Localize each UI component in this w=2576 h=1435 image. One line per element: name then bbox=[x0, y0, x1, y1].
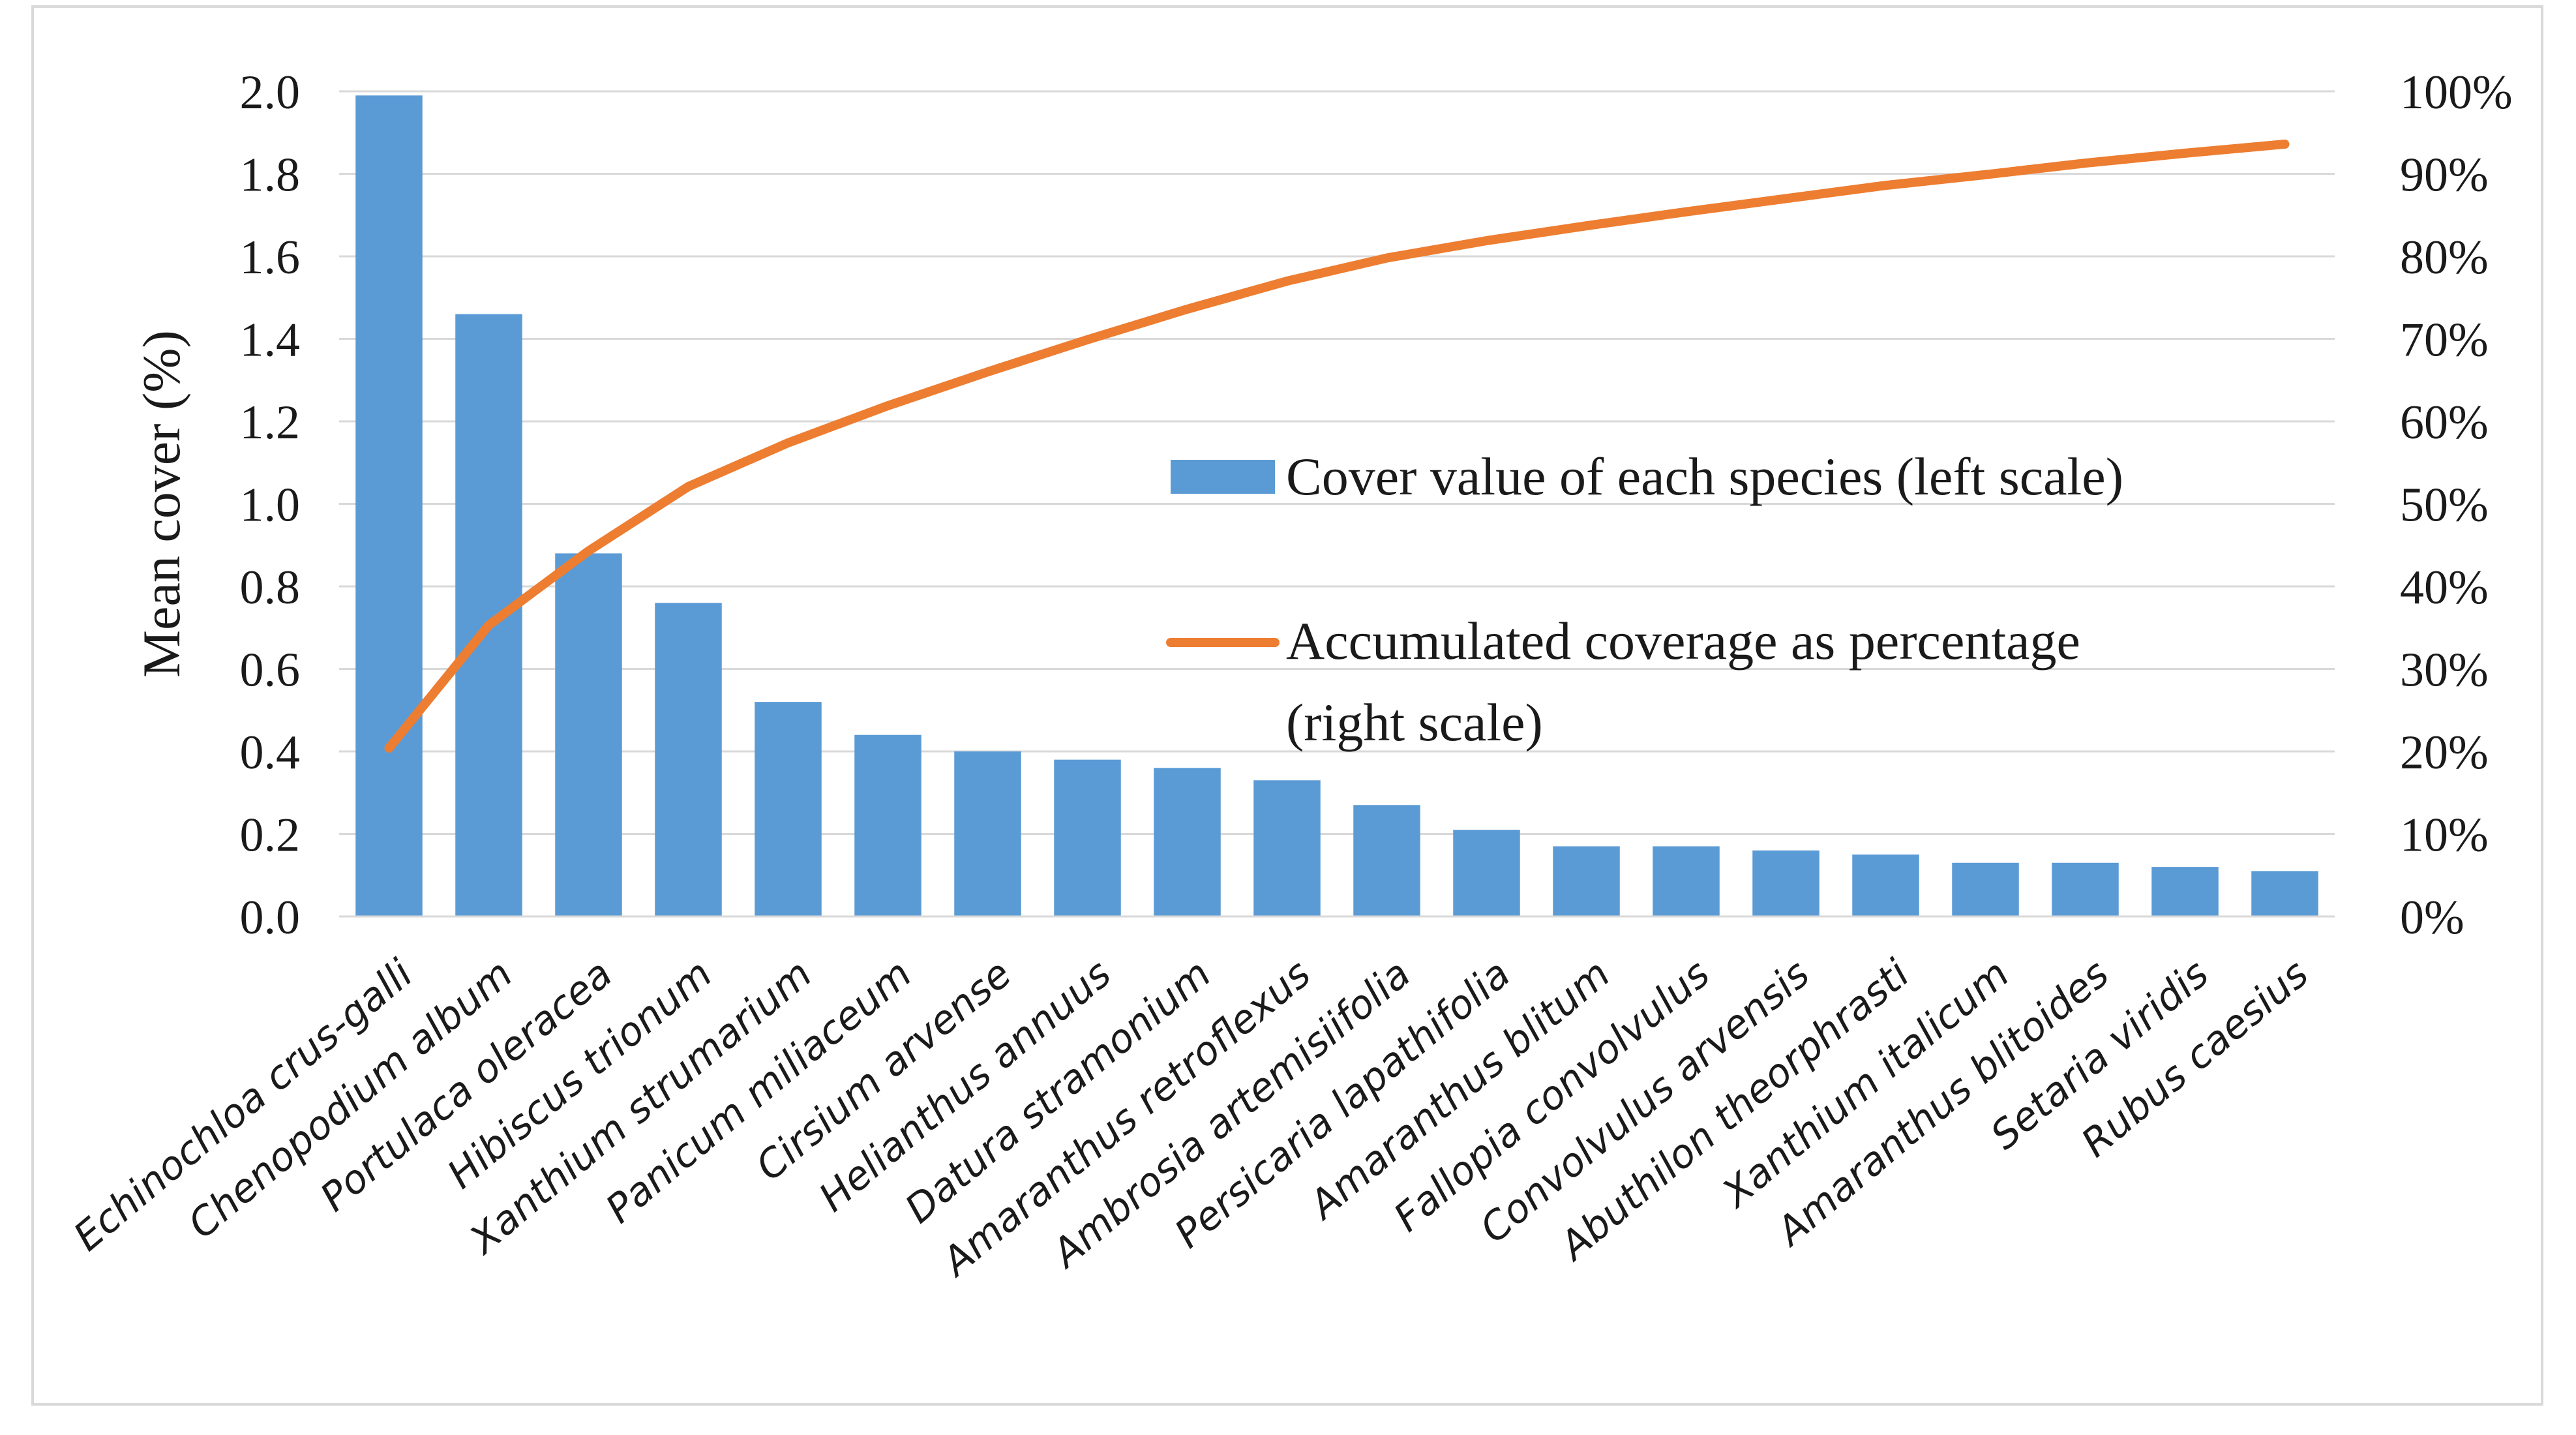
y2-tick-label: 30% bbox=[2400, 644, 2489, 697]
bar bbox=[455, 314, 522, 916]
y2-tick-label: 80% bbox=[2400, 231, 2489, 284]
right-y-tick-labels: 0% 10% 20% 30% 40% 50% 60% 70% 80% 90% 100% bbox=[2400, 66, 2513, 944]
chart-frame bbox=[31, 5, 2543, 1406]
bar bbox=[1653, 846, 1720, 916]
bar bbox=[1553, 846, 1620, 916]
bar bbox=[2052, 862, 2119, 916]
y2-tick-label: 0% bbox=[2400, 891, 2464, 944]
y-axis-title: Mean cover (%) bbox=[132, 330, 191, 678]
bar bbox=[355, 95, 423, 917]
y-tick-label: 1.8 bbox=[240, 149, 301, 202]
y2-tick-label: 20% bbox=[2400, 726, 2489, 779]
y-tick-label: 0.4 bbox=[240, 726, 301, 779]
bar-series bbox=[355, 95, 2318, 917]
bar bbox=[1253, 780, 1321, 916]
legend-bar-label: Cover value of each species (left scale) bbox=[1286, 447, 2123, 506]
left-y-tick-labels: 0.0 0.2 0.4 0.6 0.8 1.0 1.2 1.4 1.6 1.8 2.0 bbox=[240, 66, 301, 944]
cumulative-line bbox=[384, 139, 2290, 753]
legend-line-label-line: (right scale) bbox=[1286, 693, 1543, 752]
y-tick-label: 2.0 bbox=[240, 66, 301, 119]
y-tick-label: 0.8 bbox=[240, 561, 301, 614]
y2-tick-label: 10% bbox=[2400, 809, 2489, 862]
bar bbox=[1752, 850, 1820, 916]
bar bbox=[1952, 862, 2019, 916]
y2-tick-label: 90% bbox=[2400, 149, 2489, 202]
bar bbox=[555, 553, 622, 916]
y-tick-label: 0.2 bbox=[240, 809, 301, 862]
bar bbox=[1054, 759, 1121, 916]
legend-line-label-line: Accumulated coverage as percentage bbox=[1286, 611, 2080, 671]
y2-tick-label: 100% bbox=[2400, 66, 2513, 119]
y-tick-label: 0.6 bbox=[240, 644, 301, 697]
bar bbox=[2151, 867, 2219, 916]
bar bbox=[954, 751, 1021, 916]
y-tick-label: 1.6 bbox=[240, 231, 301, 284]
bar bbox=[1353, 805, 1420, 916]
bar bbox=[2251, 871, 2318, 916]
legend-line-label: Accumulated coverage as percentage (right… bbox=[1286, 611, 2080, 752]
y-tick-label: 1.2 bbox=[240, 396, 301, 449]
bar bbox=[854, 734, 921, 916]
y-tick-label: 0.0 bbox=[240, 891, 301, 944]
legend: Cover value of each species (left scale)… bbox=[1166, 447, 2123, 752]
legend-bar-swatch bbox=[1171, 460, 1275, 494]
bar bbox=[755, 702, 822, 916]
y2-tick-label: 70% bbox=[2400, 314, 2489, 367]
bar bbox=[655, 603, 722, 916]
bar bbox=[1453, 830, 1520, 916]
bar bbox=[1852, 854, 1919, 916]
bar bbox=[1154, 768, 1221, 916]
y-tick-label: 1.0 bbox=[240, 479, 301, 532]
y2-tick-label: 40% bbox=[2400, 561, 2489, 614]
y2-tick-label: 60% bbox=[2400, 396, 2489, 449]
y2-tick-label: 50% bbox=[2400, 479, 2489, 532]
y-tick-label: 1.4 bbox=[240, 314, 301, 367]
